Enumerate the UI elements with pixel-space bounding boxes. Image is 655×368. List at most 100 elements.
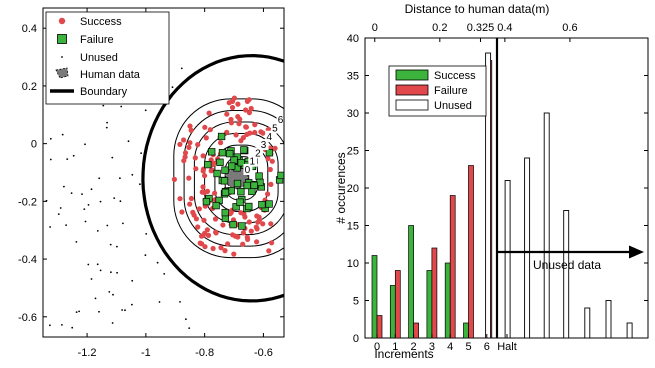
- bar-unused-0: [485, 52, 492, 339]
- failure-point: [200, 153, 206, 159]
- failure-point: [192, 155, 198, 161]
- right-y-tick-label: 15: [347, 221, 359, 233]
- right-legend-unused: Unused: [434, 100, 472, 112]
- failure-point: [254, 239, 260, 245]
- bar-failure-1: [394, 270, 401, 339]
- unused-point: [99, 269, 102, 272]
- right-y-tick-label: 10: [347, 258, 359, 270]
- success-point: [229, 220, 237, 229]
- failure-point: [203, 135, 209, 141]
- left-y-tick-label: 0.4: [22, 23, 37, 35]
- bar-success-1: [389, 285, 396, 339]
- success-point: [208, 148, 216, 156]
- unused-point: [131, 303, 133, 306]
- failure-point: [193, 166, 199, 172]
- failure-point: [187, 123, 193, 129]
- failure-point: [231, 95, 237, 101]
- failure-point: [202, 173, 208, 179]
- unused-point: [49, 324, 51, 327]
- success-point: [213, 169, 221, 178]
- unused-point: [108, 291, 111, 293]
- legend-human-data-marker: [55, 67, 69, 79]
- left-y-tick-label: -0.2: [18, 196, 37, 208]
- right-x-tick-label: 2: [411, 341, 417, 353]
- failure-point: [171, 176, 177, 182]
- contour-label-bg: [253, 147, 263, 159]
- contour-label-bg: [259, 139, 269, 151]
- success-point: [216, 158, 224, 166]
- unused-point: [139, 183, 141, 186]
- success-point: [232, 203, 240, 211]
- success-points: [202, 132, 284, 230]
- histogram-bars: [371, 52, 633, 339]
- failure-point: [205, 232, 212, 238]
- left-plot-frame: [42, 7, 285, 338]
- failure-point: [202, 124, 208, 130]
- failure-point: [265, 191, 271, 197]
- left-y-tick-label: -0.4: [18, 254, 37, 266]
- left-y-tick-label: -0.6: [18, 312, 37, 324]
- success-point: [228, 162, 236, 170]
- unused-point: [63, 185, 65, 188]
- success-point: [277, 171, 284, 180]
- bar-failure-3: [431, 247, 438, 339]
- right-y-tick-label: 25: [347, 146, 359, 158]
- unused-data-annotation: Unused data: [533, 258, 601, 272]
- left-x-tick-label: -0.6: [254, 347, 273, 359]
- failure-point: [246, 219, 252, 225]
- right-y-tick-label: 0: [353, 333, 359, 345]
- contour-label-bg: [270, 122, 280, 134]
- success-point: [226, 149, 234, 158]
- success-point: [237, 159, 245, 167]
- left-legend-unused: Unused: [80, 52, 118, 64]
- right-x-tick-label: 5: [465, 341, 471, 353]
- success-point: [243, 181, 251, 190]
- bar-success-3: [426, 270, 433, 339]
- failure-point: [248, 105, 254, 112]
- failure-point: [243, 107, 249, 113]
- bar-failure-5: [468, 165, 474, 339]
- success-point: [230, 156, 238, 164]
- contour-label: 2: [255, 148, 261, 159]
- right-top-tick-label: 0.2: [432, 22, 447, 34]
- right-y-axis-title: # occurences: [334, 152, 348, 223]
- right-top-axis-title: Distance to human data(m): [405, 2, 550, 16]
- failure-point: [182, 150, 189, 156]
- contour-label: 0: [245, 165, 251, 176]
- unused-point: [87, 204, 90, 206]
- right-y-tick-label: 20: [347, 183, 359, 195]
- unused-point: [111, 156, 114, 159]
- failure-point: [232, 233, 238, 239]
- bar-unused-2: [524, 157, 531, 339]
- left-legend-human-data: Human data: [80, 69, 141, 81]
- unused-point: [49, 158, 52, 161]
- unused-point: [116, 271, 118, 274]
- bar-unused-1: [504, 180, 511, 339]
- contour-label: 1: [249, 157, 255, 168]
- success-point: [237, 188, 245, 196]
- boundary-arc: [141, 53, 284, 303]
- failure-point: [252, 122, 258, 128]
- unused-point: [61, 133, 64, 136]
- unused-point: [75, 311, 78, 313]
- bar-failure-0: [376, 315, 383, 339]
- failure-point: [222, 248, 228, 254]
- unused-point: [185, 318, 187, 321]
- failure-point: [240, 230, 246, 236]
- failure-point: [220, 222, 226, 228]
- failure-point: [233, 132, 239, 138]
- contour-label-bg: [265, 130, 275, 142]
- left-y-tick-label: 0: [31, 139, 37, 151]
- failure-point: [266, 248, 272, 254]
- failure-point: [269, 158, 275, 164]
- bar-failure-4: [449, 195, 456, 339]
- right-y-tick-label: 40: [347, 33, 359, 45]
- failure-point: [244, 234, 250, 240]
- left-x-ticks: -1.2 -1 -0.8 -0.6: [78, 8, 273, 359]
- failure-point: [254, 226, 260, 232]
- failure-point: [267, 166, 273, 173]
- right-y-tick-label: 5: [353, 296, 359, 308]
- failure-point: [235, 101, 241, 107]
- bar-unused-6: [605, 300, 612, 339]
